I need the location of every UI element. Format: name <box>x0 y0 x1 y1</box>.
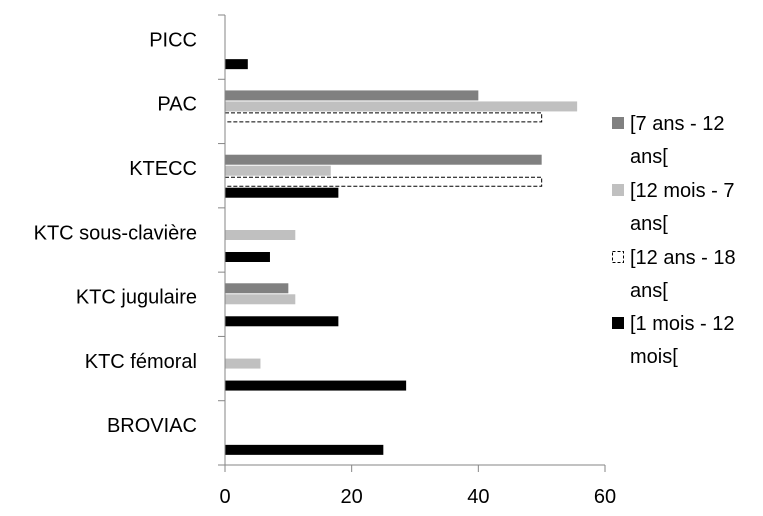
x-tick-label-40: 40 <box>467 486 489 508</box>
category-label-ktc-sous-claviere: KTC sous-clavière <box>34 222 197 244</box>
category-labels: PICC PAC KTECC KTC sous-clavière KTC jugulai… <box>34 29 197 437</box>
category-label-ktc-femoral: KTC fémoral <box>85 351 197 373</box>
category-label-ktecc: KTECC <box>129 158 197 180</box>
bar-ktecc-series-3 <box>224 176 543 187</box>
category-label-broviac: BROVIAC <box>107 415 197 437</box>
category-label-ktc-jugulaire: KTC jugulaire <box>76 287 197 309</box>
bar-ktecc-series-2 <box>225 165 331 176</box>
category-label-pac: PAC <box>157 94 197 116</box>
bar-ktc-femoral-series-2 <box>225 358 261 369</box>
axes-group <box>218 14 606 472</box>
bar-ktc-jugulaire-series-4 <box>225 316 339 327</box>
bar-picc-series-4 <box>225 59 248 70</box>
category-label-picc: PICC <box>149 29 197 51</box>
legend-swatch-3 <box>612 251 624 263</box>
x-tick-label-20: 20 <box>341 486 363 508</box>
legend-label-3: [12 ans - 18 ans[ <box>630 247 736 302</box>
legend-swatch-2 <box>612 184 624 196</box>
legend-swatch-1 <box>612 117 624 129</box>
bar-ktc-sous-claviere-series-4 <box>225 252 270 262</box>
legend-swatch-4 <box>612 317 624 329</box>
x-tick-label-0: 0 <box>219 486 230 508</box>
bar-ktecc-series-1 <box>225 154 542 165</box>
bar-broviac-series-4 <box>225 444 384 455</box>
bars-group <box>224 59 578 455</box>
bar-ktc-jugulaire-series-2 <box>225 294 296 305</box>
legend-label-2: [12 mois - 7 ans[ <box>630 180 734 235</box>
bar-pac-series-3 <box>224 112 543 123</box>
legend-label-1: [7 ans - 12 ans[ <box>630 113 725 168</box>
bar-ktc-sous-claviere-series-2 <box>225 230 296 240</box>
x-tick-label-60: 60 <box>594 486 616 508</box>
legend-label-4: [1 mois - 12 mois[ <box>630 313 734 368</box>
bar-ktc-jugulaire-series-1 <box>225 283 289 294</box>
x-tick-labels: 0 20 40 60 <box>219 486 616 508</box>
bar-ktc-femoral-series-4 <box>225 380 407 391</box>
legend: [7 ans - 12 ans[ [12 mois - 7 ans[ [12 ans -… <box>612 113 736 368</box>
bar-pac-series-2 <box>225 101 578 112</box>
bar-ktecc-series-4 <box>225 187 339 198</box>
bar-pac-series-1 <box>225 90 479 101</box>
